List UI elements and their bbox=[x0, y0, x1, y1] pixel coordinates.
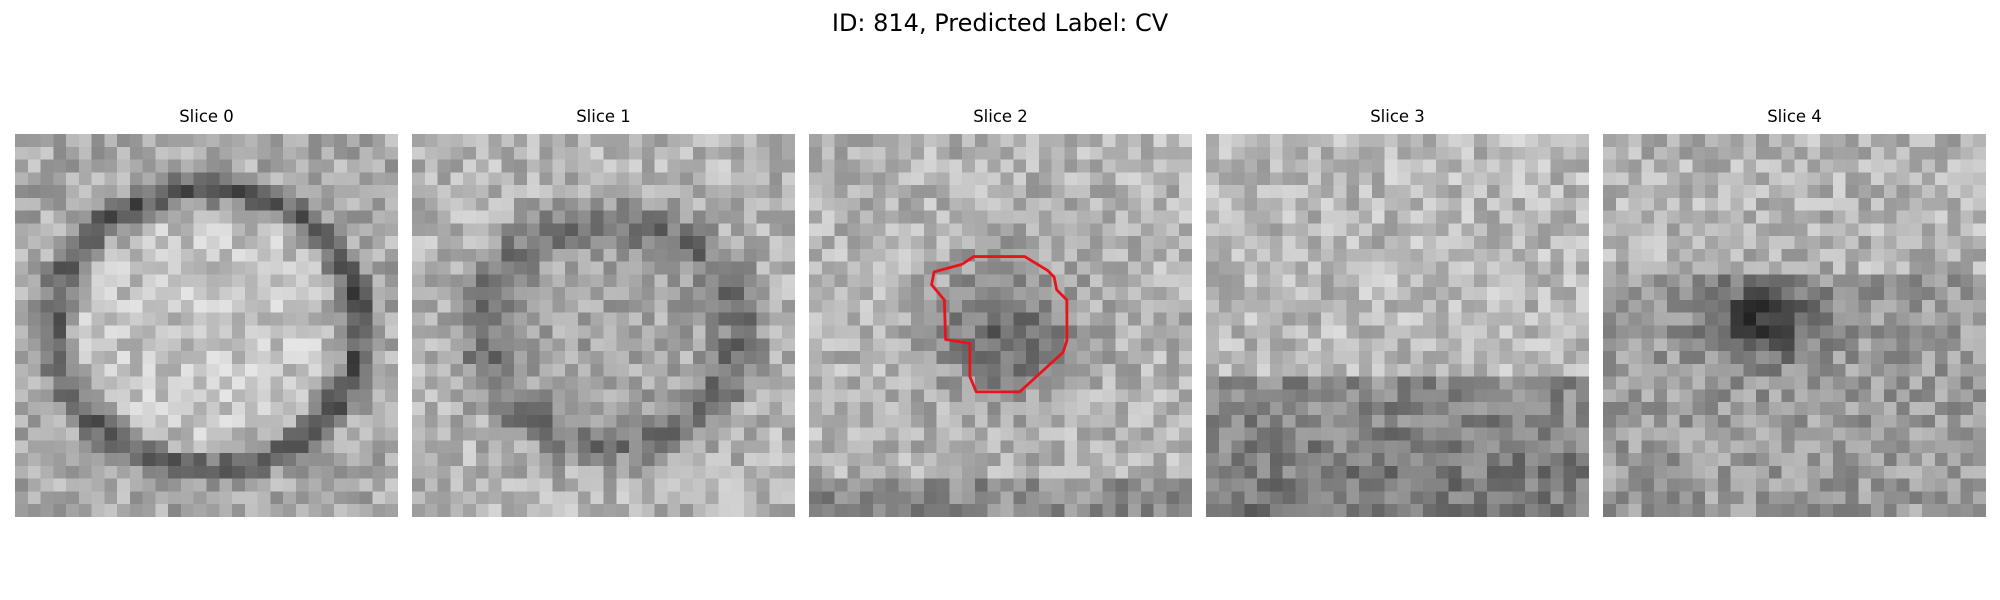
slice-image bbox=[1603, 134, 1986, 517]
slice-title: Slice 1 bbox=[576, 107, 631, 126]
slice-title: Slice 0 bbox=[179, 107, 234, 126]
slice-panel-3: Slice 3 bbox=[1206, 106, 1589, 520]
slice-image bbox=[1206, 134, 1589, 517]
slice-panel-1: Slice 1 bbox=[412, 106, 795, 520]
slice-title: Slice 2 bbox=[973, 107, 1028, 126]
figure-title: ID: 814, Predicted Label: CV bbox=[831, 9, 1169, 37]
slice-panel-2: Slice 2 bbox=[809, 106, 1192, 520]
slice-panel-0: Slice 0 bbox=[15, 106, 398, 520]
slice-image bbox=[412, 134, 795, 517]
slice-title: Slice 3 bbox=[1370, 107, 1425, 126]
slice-image bbox=[809, 134, 1192, 517]
slice-image bbox=[15, 134, 398, 517]
slice-title: Slice 4 bbox=[1767, 107, 1822, 126]
slice-panel-4: Slice 4 bbox=[1603, 106, 1986, 520]
